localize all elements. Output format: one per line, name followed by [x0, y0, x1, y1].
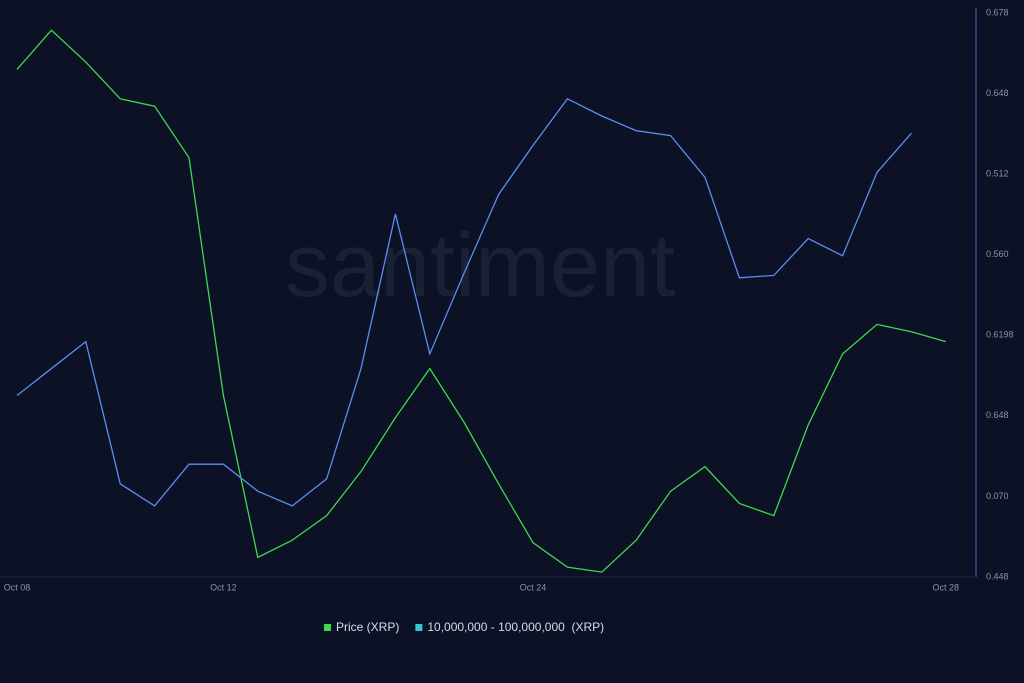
legend-swatch: [324, 624, 331, 631]
series-line: [16, 98, 912, 507]
y-tick-label: 0.448: [986, 571, 1009, 581]
x-tick-label: Oct 12: [210, 582, 237, 592]
y-tick-label: 0.560: [986, 249, 1009, 259]
y-tick-label: 0.648: [986, 88, 1009, 98]
x-tick-label: Oct 28: [933, 582, 960, 592]
legend-label: Price (XRP): [336, 620, 399, 634]
y-tick-label: 0.512: [986, 169, 1009, 179]
watermark: santiment: [285, 216, 675, 316]
x-tick-label: Oct 24: [520, 582, 547, 592]
legend-swatch: [415, 624, 423, 631]
series-line: [16, 29, 946, 573]
y-tick-label: 0.6198: [986, 330, 1014, 340]
y-tick-label: 0.070: [986, 491, 1009, 501]
legend-label: 10,000,000 - 100,000,000 (XRP): [427, 620, 604, 634]
x-tick-label: Oct 08: [4, 582, 31, 592]
y-tick-label: 0.678: [986, 7, 1009, 17]
y-tick-label: 0.648: [986, 410, 1009, 420]
